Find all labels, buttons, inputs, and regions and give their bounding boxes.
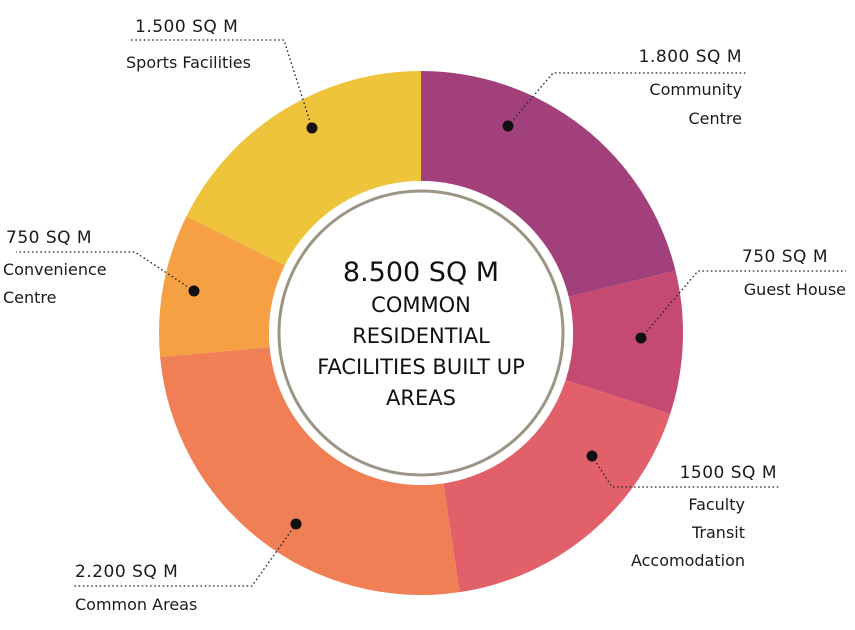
name-label-0-0: Community <box>649 80 742 99</box>
center-ring <box>277 189 565 477</box>
leader-dot-2 <box>586 450 598 462</box>
leader-line-3 <box>72 523 297 587</box>
center-total: 8.500 SQ M <box>343 257 499 288</box>
slice-4 <box>158 216 285 358</box>
value-label-4: 750 SQ M <box>6 228 92 248</box>
slice-0 <box>421 71 676 297</box>
value-label-5: 1.500 SQ M <box>135 17 238 37</box>
center-line-4: AREAS <box>386 386 456 410</box>
name-label-2-1: Transit <box>691 523 745 542</box>
name-label-3-0: Common Areas <box>75 595 197 614</box>
value-label-1: 750 SQ M <box>742 247 828 267</box>
leader-dot-5 <box>306 122 318 134</box>
slice-annotations: 1.800 SQ M Community Centre 750 SQ M Guest H… <box>3 17 846 614</box>
donut-slices <box>158 70 684 595</box>
leader-dot-3 <box>290 518 302 530</box>
center-hole <box>269 181 573 485</box>
value-label-3: 2.200 SQ M <box>75 562 178 582</box>
leader-dot-4 <box>188 285 200 297</box>
name-label-2-2: Accomodation <box>631 551 745 570</box>
name-label-2-0: Faculty <box>688 495 745 514</box>
slice-1 <box>565 270 684 414</box>
leader-line-5 <box>130 39 313 129</box>
name-label-4-1: Centre <box>3 288 57 307</box>
name-label-4-0: Convenience <box>3 260 107 279</box>
leader-dot-1 <box>635 332 647 344</box>
slice-3 <box>160 347 460 595</box>
leader-dot-0 <box>502 120 514 132</box>
value-label-2: 1500 SQ M <box>680 463 777 483</box>
slice-2 <box>443 379 671 593</box>
center-line-1: COMMON <box>371 293 471 317</box>
center-line-2: RESIDENTIAL <box>352 324 490 348</box>
slice-5 <box>186 70 421 266</box>
value-label-0: 1.800 SQ M <box>639 47 742 67</box>
name-label-0-1: Centre <box>689 109 743 128</box>
name-label-1-0: Guest House <box>744 280 846 299</box>
center-line-3: FACILITIES BUILT UP <box>317 355 525 379</box>
name-label-5-0: Sports Facilities <box>126 53 251 72</box>
